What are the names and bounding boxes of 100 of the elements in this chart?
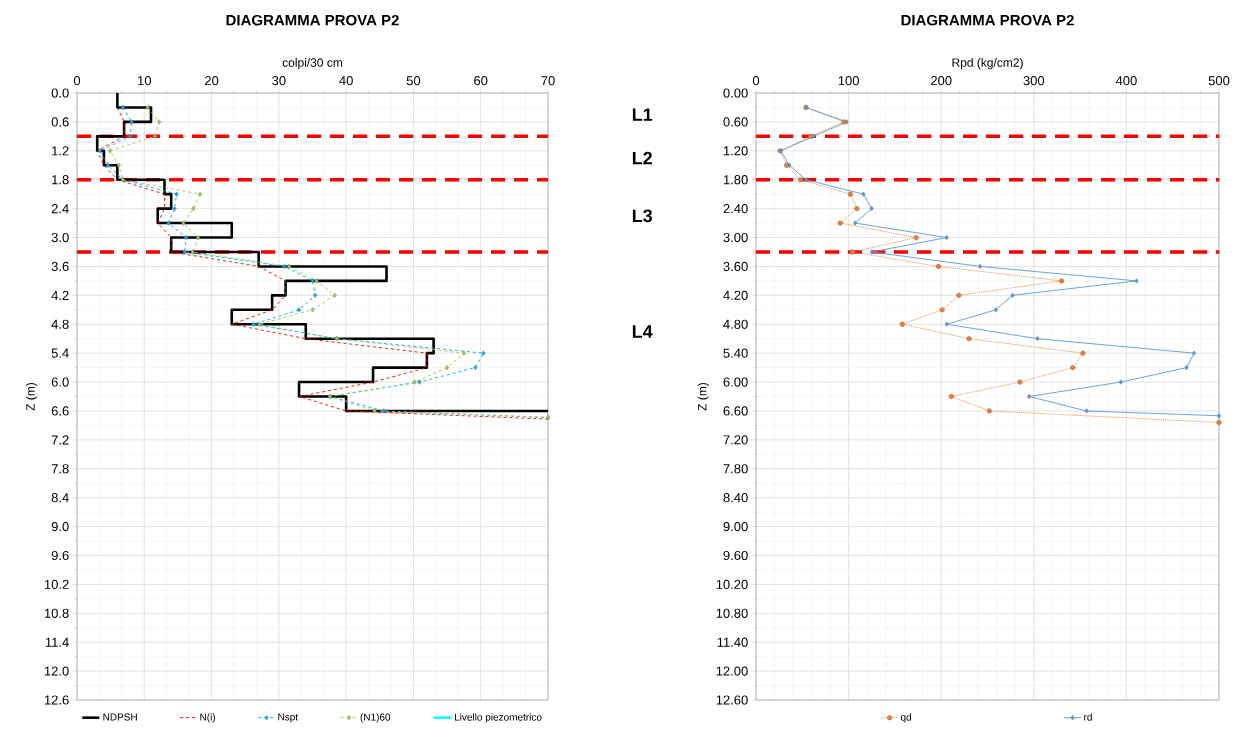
y-tick-label: 0.6 bbox=[51, 117, 69, 127]
y-tick-label: 7.8 bbox=[51, 464, 69, 474]
y-tick-label: 3.0 bbox=[51, 232, 69, 243]
y-tick-label: 3.00 bbox=[723, 232, 748, 243]
y-tick-label: 0.00 bbox=[723, 88, 748, 98]
point bbox=[108, 148, 112, 154]
point bbox=[1084, 408, 1089, 414]
point bbox=[106, 162, 110, 168]
legend-label: (N1)60 bbox=[360, 713, 391, 723]
y-tick-label: 3.60 bbox=[723, 261, 748, 272]
y-tick-label: 7.2 bbox=[51, 435, 69, 445]
point bbox=[174, 191, 179, 197]
point bbox=[381, 408, 386, 414]
y-axis-title: Z (m) bbox=[697, 382, 709, 411]
point bbox=[849, 249, 855, 255]
legend-label: qd bbox=[900, 713, 911, 723]
point bbox=[310, 278, 315, 284]
point bbox=[1035, 336, 1040, 342]
point bbox=[993, 307, 998, 313]
x-tick-label: 0 bbox=[752, 76, 760, 86]
y-tick-label: 4.8 bbox=[51, 319, 69, 329]
point bbox=[282, 263, 287, 269]
y-tick-label: 0.60 bbox=[723, 117, 748, 127]
x-tick-label: 300 bbox=[1023, 76, 1045, 86]
point bbox=[190, 249, 195, 255]
x-axis-title: colpi/30 cm bbox=[282, 57, 343, 70]
point bbox=[1216, 419, 1222, 426]
point bbox=[948, 393, 954, 400]
point bbox=[837, 220, 843, 226]
point bbox=[372, 408, 377, 414]
legend-label: Nspt bbox=[278, 713, 299, 723]
point bbox=[1217, 413, 1221, 419]
point bbox=[128, 133, 133, 139]
point bbox=[797, 177, 804, 183]
x-tick-label: 0 bbox=[73, 76, 81, 86]
point bbox=[412, 379, 417, 385]
y-tick-label: 8.4 bbox=[51, 493, 69, 503]
legend-label: NDPSH bbox=[103, 713, 137, 721]
y-tick-label: 6.0 bbox=[51, 377, 69, 387]
point bbox=[854, 206, 860, 212]
point bbox=[145, 104, 150, 110]
point bbox=[417, 379, 422, 385]
y-tick-label: 5.40 bbox=[723, 348, 748, 358]
point bbox=[310, 307, 315, 313]
y-tick-label: 4.80 bbox=[723, 319, 748, 329]
y-tick-label: 10.8 bbox=[44, 608, 69, 618]
point bbox=[869, 249, 874, 255]
y-tick-label: 12.6 bbox=[44, 695, 69, 705]
point bbox=[481, 350, 486, 356]
point bbox=[332, 292, 337, 298]
point bbox=[913, 234, 919, 241]
y-tick-label: 8.40 bbox=[723, 493, 748, 503]
point bbox=[1184, 365, 1189, 371]
point bbox=[944, 321, 949, 327]
chart-title: DIAGRAMMA PROVA P2 bbox=[901, 14, 1074, 26]
y-tick-label: 9.0 bbox=[51, 521, 69, 532]
point bbox=[1134, 278, 1139, 284]
y-tick-label: 1.20 bbox=[723, 146, 748, 156]
point bbox=[445, 365, 450, 371]
chart-title: DIAGRAMMA PROVA P2 bbox=[226, 14, 399, 26]
x-tick-label: 70 bbox=[541, 76, 555, 86]
point bbox=[153, 133, 157, 139]
y-tick-label: 0.0 bbox=[51, 88, 69, 98]
x-tick-label: 100 bbox=[838, 76, 859, 86]
point bbox=[157, 119, 162, 125]
point bbox=[944, 234, 949, 241]
point bbox=[257, 321, 262, 327]
x-axis-title: Rpd (kg/cm2) bbox=[952, 57, 1023, 70]
point bbox=[166, 220, 171, 226]
y-tick-label: 6.00 bbox=[723, 377, 748, 387]
point bbox=[1070, 365, 1076, 371]
point bbox=[853, 220, 858, 226]
y-tick-label: 6.6 bbox=[51, 406, 69, 416]
point bbox=[287, 263, 291, 269]
point bbox=[804, 177, 808, 183]
point bbox=[1059, 278, 1065, 284]
text: L3 bbox=[632, 209, 653, 223]
y-tick-label: 5.4 bbox=[51, 348, 69, 358]
y-tick-label: 4.20 bbox=[723, 290, 748, 300]
y-axis-title: Z (m) bbox=[25, 382, 38, 411]
y-tick-label: 10.20 bbox=[716, 579, 748, 589]
y-tick-label: 1.8 bbox=[52, 175, 69, 185]
x-tick-label: 30 bbox=[272, 76, 286, 86]
x-tick-label: 400 bbox=[1115, 76, 1137, 86]
point bbox=[861, 191, 866, 197]
point bbox=[1017, 379, 1023, 385]
x-tick-label: 60 bbox=[474, 76, 488, 86]
point bbox=[899, 321, 905, 327]
point bbox=[191, 206, 196, 212]
point bbox=[196, 234, 201, 241]
point bbox=[314, 278, 319, 284]
y-tick-label: 11.40 bbox=[717, 637, 748, 647]
y-tick-label: 1.80 bbox=[723, 175, 748, 185]
y-tick-label: 9.6 bbox=[51, 550, 69, 561]
y-tick-label: 10.80 bbox=[716, 608, 748, 618]
x-tick-label: 20 bbox=[205, 76, 219, 86]
y-tick-label: 6.60 bbox=[723, 406, 748, 416]
point bbox=[847, 191, 854, 197]
point bbox=[986, 408, 992, 414]
x-tick-label: 50 bbox=[406, 76, 421, 86]
